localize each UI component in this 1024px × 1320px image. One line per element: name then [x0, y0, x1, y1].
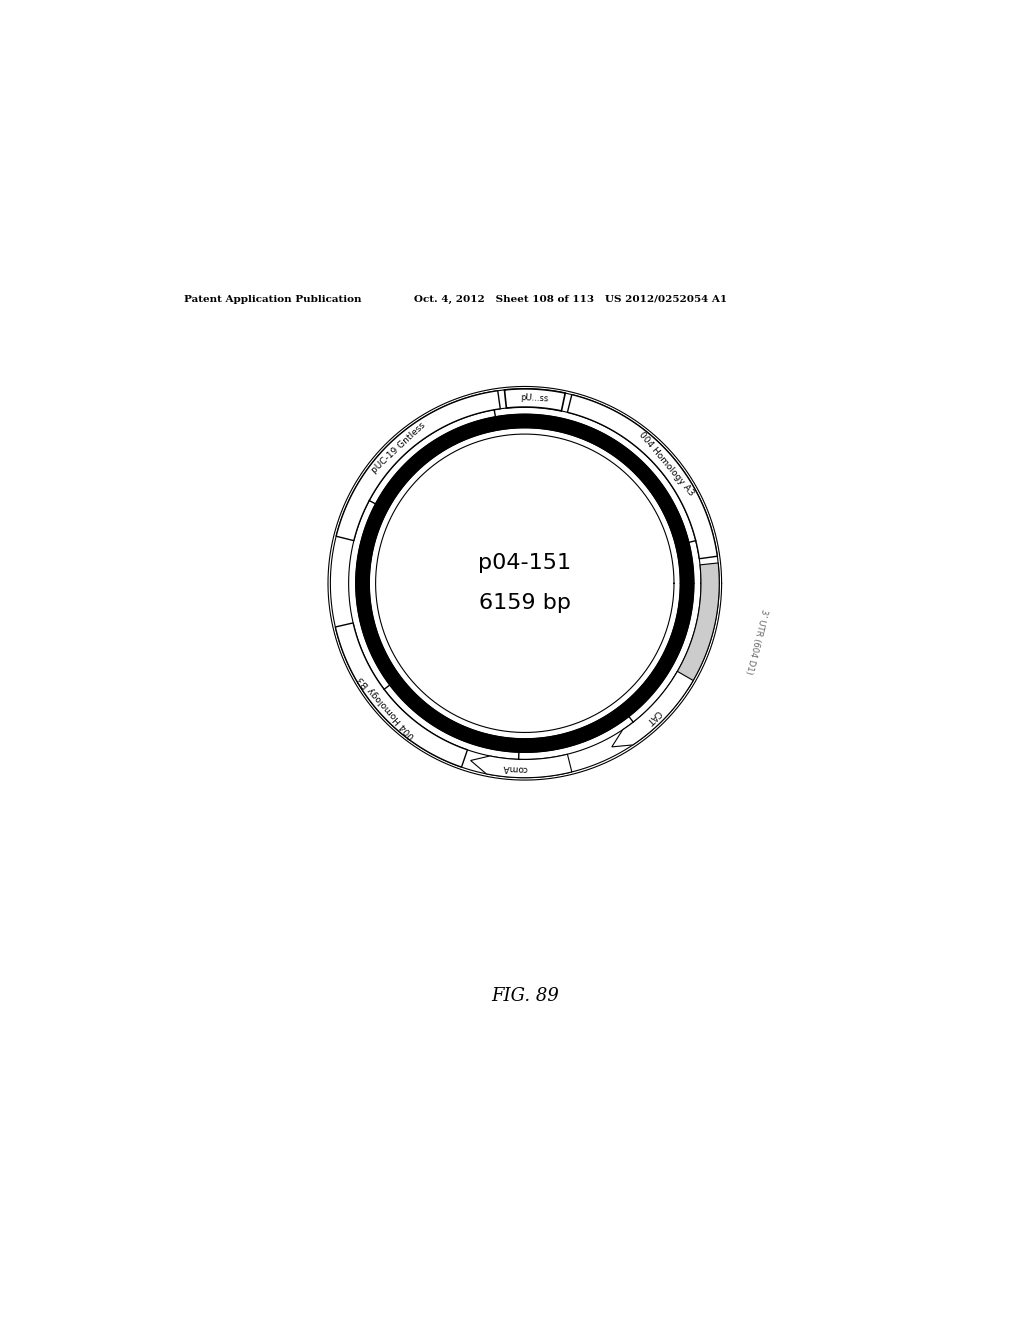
Text: 5000: 5000 [373, 492, 396, 524]
Polygon shape [505, 389, 565, 411]
Text: 004 Homology A3: 004 Homology A3 [637, 430, 696, 498]
Text: 4000: 4000 [385, 664, 412, 694]
Text: 6000: 6000 [481, 420, 513, 434]
Text: Patent Application Publication: Patent Application Publication [183, 296, 361, 304]
Polygon shape [673, 562, 719, 689]
Polygon shape [611, 672, 693, 747]
Text: 3000: 3000 [504, 737, 535, 747]
Polygon shape [336, 391, 501, 541]
Text: CAT: CAT [644, 708, 663, 726]
Text: Oct. 4, 2012   Sheet 108 of 113   US 2012/0252054 A1: Oct. 4, 2012 Sheet 108 of 113 US 2012/02… [414, 296, 727, 304]
Text: 3’ UTR (604 D1): 3’ UTR (604 D1) [743, 607, 768, 675]
Polygon shape [471, 754, 571, 777]
Text: pUC-19 Gntless: pUC-19 Gntless [370, 421, 427, 475]
Text: 004 Homology B3: 004 Homology B3 [356, 675, 418, 741]
Polygon shape [335, 623, 467, 767]
Polygon shape [355, 414, 694, 752]
Text: p04-151: p04-151 [478, 553, 571, 573]
Text: FIG. 89: FIG. 89 [490, 987, 559, 1005]
Text: 2000: 2000 [607, 694, 638, 722]
Text: 6159 bp: 6159 bp [479, 593, 570, 612]
Text: comA: comA [502, 763, 528, 774]
Text: pU...ss: pU...ss [520, 393, 549, 404]
Polygon shape [567, 395, 718, 558]
Text: 1000: 1000 [671, 529, 687, 561]
